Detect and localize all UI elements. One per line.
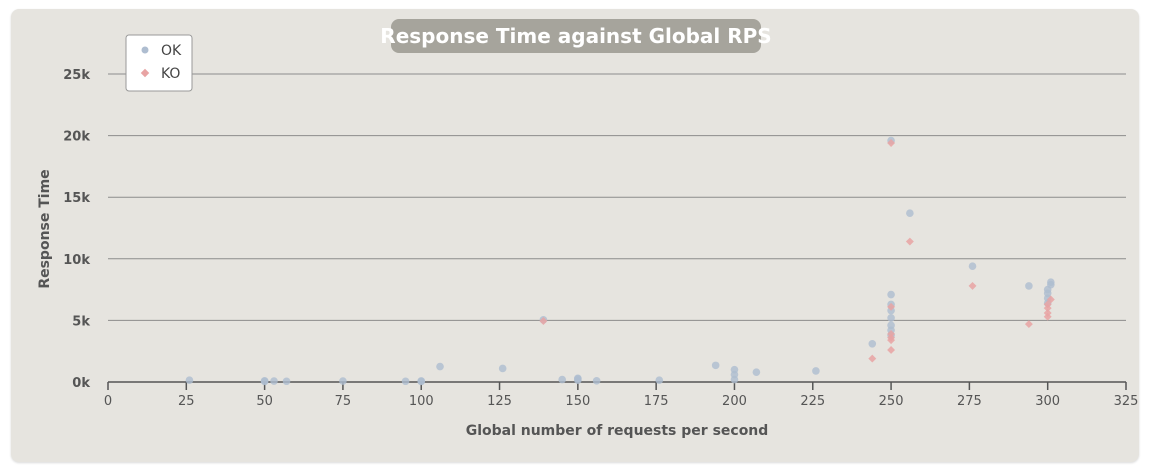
data-point-ko [1024, 320, 1033, 329]
data-point-ok [868, 340, 877, 348]
legend-ko-marker [140, 68, 150, 78]
x-tick-label: 225 [800, 394, 825, 409]
data-point-ok [730, 365, 739, 374]
x-axis-title: Global number of requests per second [466, 423, 769, 439]
data-point-ok [1025, 282, 1033, 290]
data-point-ok [558, 375, 566, 384]
x-tick-label: 100 [409, 394, 434, 409]
legend-ok-label[interactable]: OK [161, 43, 182, 59]
legend-ko-label[interactable]: KO [161, 66, 180, 82]
data-point-ok [655, 376, 664, 384]
data-point-ok [270, 377, 278, 385]
legend[interactable]: OK KO [125, 34, 193, 92]
x-tick-label: 250 [879, 394, 904, 409]
data-point-ok [906, 209, 914, 218]
data-point-ok [260, 376, 269, 385]
data-point-ko [868, 354, 877, 363]
x-tick-label: 150 [565, 394, 590, 409]
y-tick-label: 25k [63, 68, 90, 83]
title-pill [391, 19, 761, 53]
data-point-ok [752, 368, 761, 376]
x-tick-label: 175 [644, 394, 669, 409]
data-point-ko [887, 139, 896, 147]
y-axis-title: Response Time [37, 169, 53, 288]
data-point-ok [339, 377, 347, 385]
y-tick-label: 15k [63, 191, 90, 206]
y-tick-label: 20k [63, 130, 90, 145]
data-point-ok [887, 321, 895, 330]
data-point-ko [968, 281, 977, 290]
chart-title: Response Time against Global RPS [380, 24, 771, 48]
x-tick-label: 25 [178, 394, 195, 409]
x-tick-label: 0 [104, 394, 112, 409]
data-point-ko [887, 346, 896, 354]
data-point-ok [1047, 278, 1055, 287]
data-point-ok [711, 361, 720, 370]
data-point-ok [417, 377, 426, 385]
x-tick-label: 125 [487, 394, 512, 409]
data-point-ko [905, 237, 914, 246]
x-tick-label: 300 [1035, 394, 1060, 409]
x-tick-label: 50 [256, 394, 273, 409]
legend-box [125, 34, 193, 92]
x-tick-label: 325 [1114, 394, 1139, 409]
data-point-ok [436, 362, 444, 371]
data-point-ok [282, 377, 291, 386]
x-tick-label: 75 [335, 394, 352, 409]
y-tick-label: 0k [72, 376, 90, 391]
data-point-ok [498, 364, 507, 373]
data-point-ok [185, 376, 194, 384]
data-point-ok [812, 367, 820, 375]
data-point-ok [968, 262, 977, 270]
x-tick-label: 200 [722, 394, 747, 409]
point-layer [185, 136, 1055, 386]
data-point-ok [592, 376, 601, 385]
chart-panel [11, 9, 1139, 462]
axis-layer: 0k 5k 10k 15k 20k 25k 0 25 50 75 100 125 150 175 200 22… [63, 68, 1138, 409]
grid-layer [108, 73, 1126, 321]
data-point-ok [887, 290, 895, 299]
data-point-ok [574, 374, 582, 383]
data-point-ok [887, 314, 895, 322]
data-point-ok [401, 377, 410, 386]
legend-ok-marker [141, 46, 149, 54]
y-tick-label: 5k [72, 314, 90, 329]
x-tick-label: 275 [957, 394, 982, 409]
y-tick-label: 10k [63, 253, 90, 268]
